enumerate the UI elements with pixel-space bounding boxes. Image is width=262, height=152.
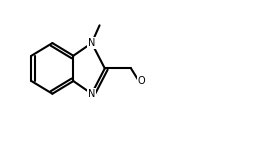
Text: N: N (88, 89, 95, 99)
Text: O: O (138, 76, 145, 86)
Text: N: N (88, 38, 95, 48)
